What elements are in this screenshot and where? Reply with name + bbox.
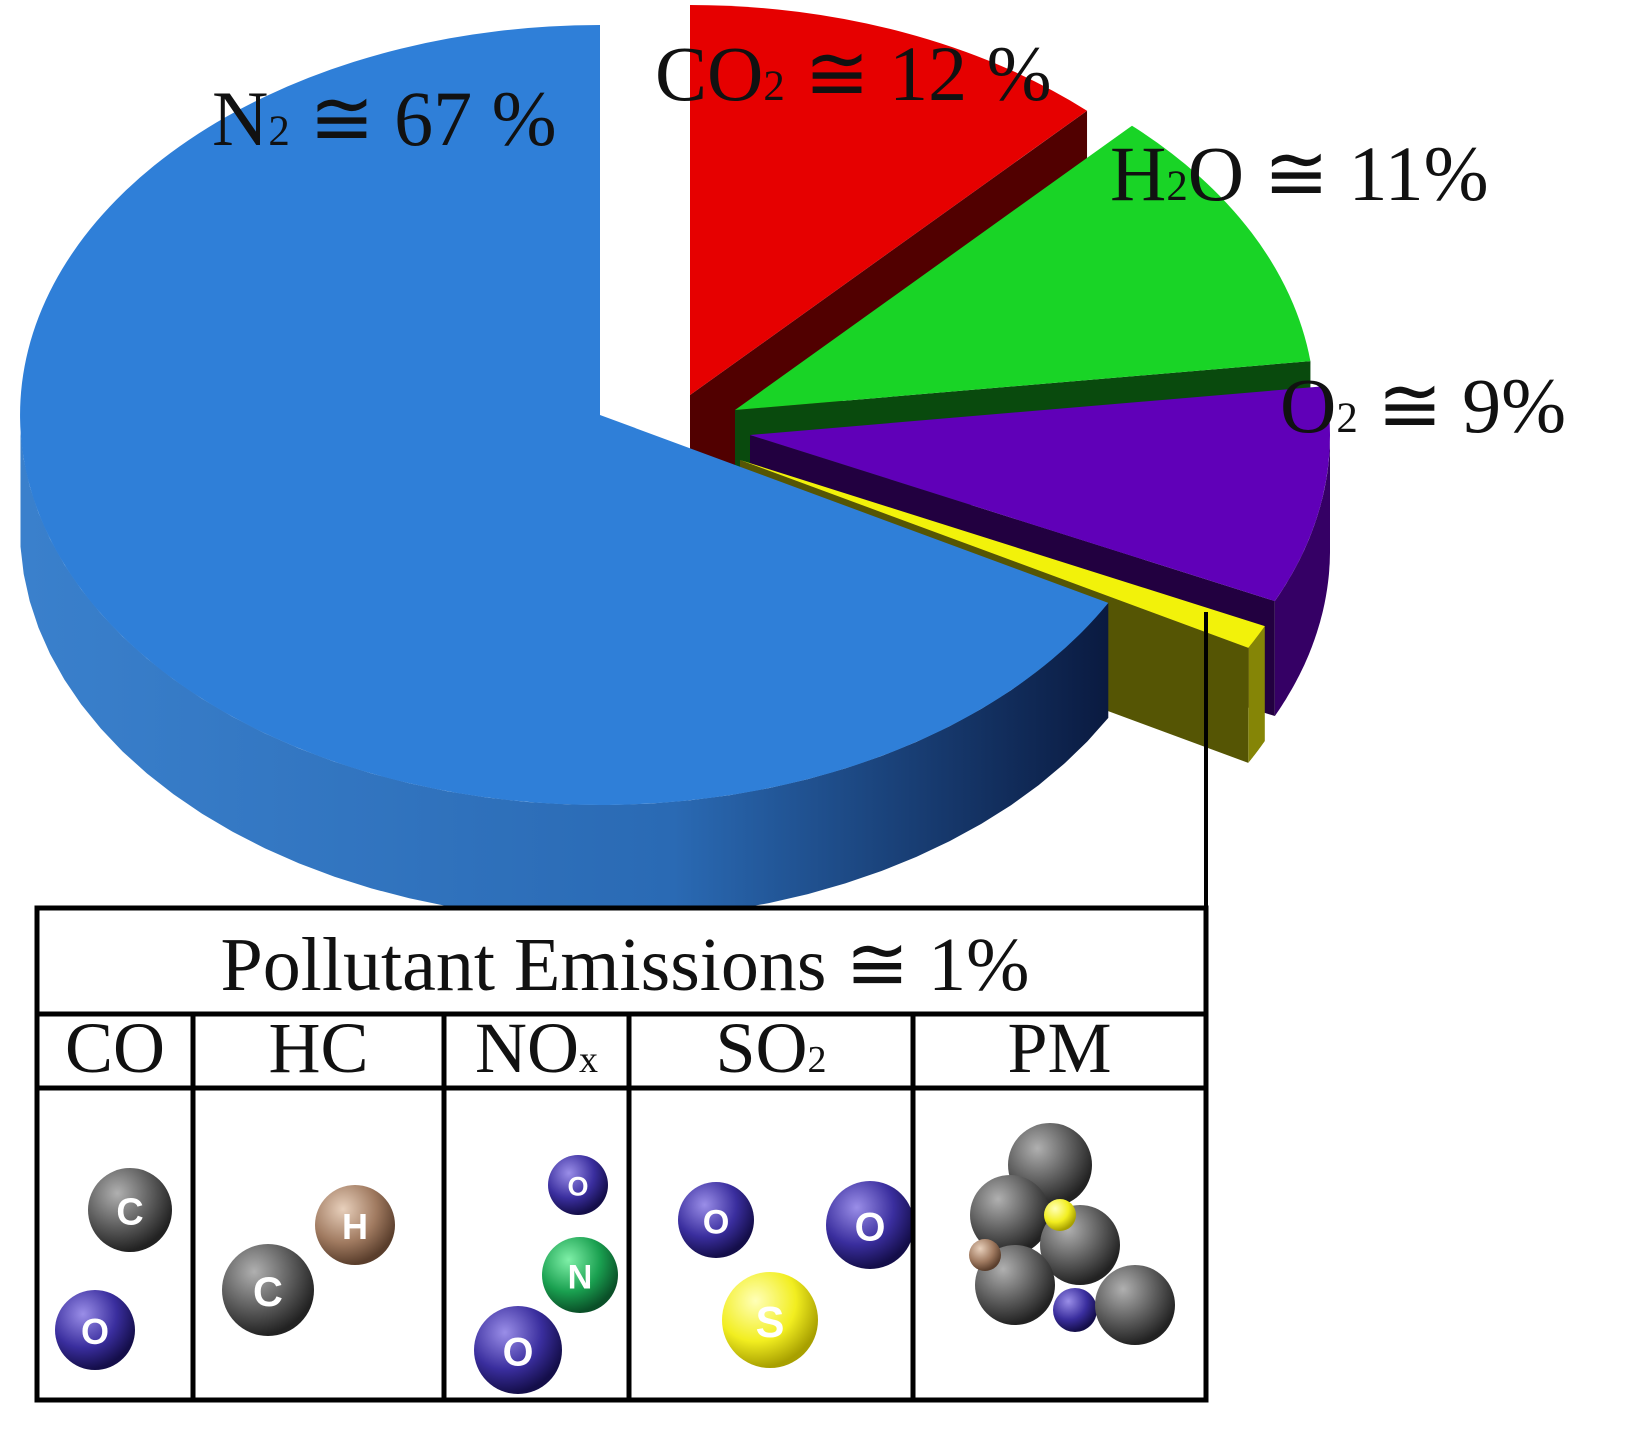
slice-label-1: N2 ≅ 67 % (212, 75, 557, 162)
pollutant-table: Pollutant Emissions ≅ 1% COCOHCHCNOxONOS… (34, 905, 1209, 1403)
svg-text:O: O (567, 1172, 588, 1202)
slice-label-4: O2 ≅ 9% (1280, 362, 1566, 449)
slice-label-3: H2O ≅ 11% (1110, 130, 1489, 217)
svg-text:C: C (116, 1192, 143, 1234)
pollutant-column-pm: PM (910, 1008, 1209, 1403)
svg-text:O: O (703, 1203, 730, 1241)
slice-label-2: CO2 ≅ 12 % (655, 30, 1052, 117)
particulate-cluster-icon (969, 1123, 1175, 1345)
table-header-cell (34, 905, 1209, 1017)
pollutant-name-co: CO (65, 1008, 165, 1088)
svg-text:H: H (342, 1206, 368, 1247)
pollutant-name-hc: HC (268, 1008, 368, 1088)
svg-text:S: S (756, 1299, 785, 1347)
pie-slices (20, 5, 1330, 920)
svg-text:N: N (568, 1258, 593, 1296)
molecule-so-icon: O O S (678, 1181, 914, 1368)
pie-labels: N2 ≅ 67 % CO2 ≅ 12 % H2O ≅ 11% O2 ≅ 9% (212, 30, 1566, 449)
pollutant-column-so: SO2 O O S (626, 1008, 916, 1403)
pollutant-name-no: NOx (475, 1008, 598, 1088)
svg-text:O: O (503, 1330, 534, 1374)
pie-slice-1 (20, 25, 1109, 920)
molecule-hc-icon: HC (222, 1185, 395, 1336)
svg-text:C: C (253, 1269, 283, 1315)
molecule-co-icon: CO (55, 1168, 172, 1370)
table-header-text: Pollutant Emissions ≅ 1% (221, 923, 1030, 1007)
molecule-no-icon: ONO (474, 1155, 618, 1394)
pollutant-name-so: SO2 (715, 1008, 826, 1088)
svg-text:O: O (81, 1311, 109, 1352)
svg-text:O: O (855, 1205, 886, 1249)
pollutant-name-pm: PM (1007, 1008, 1111, 1088)
